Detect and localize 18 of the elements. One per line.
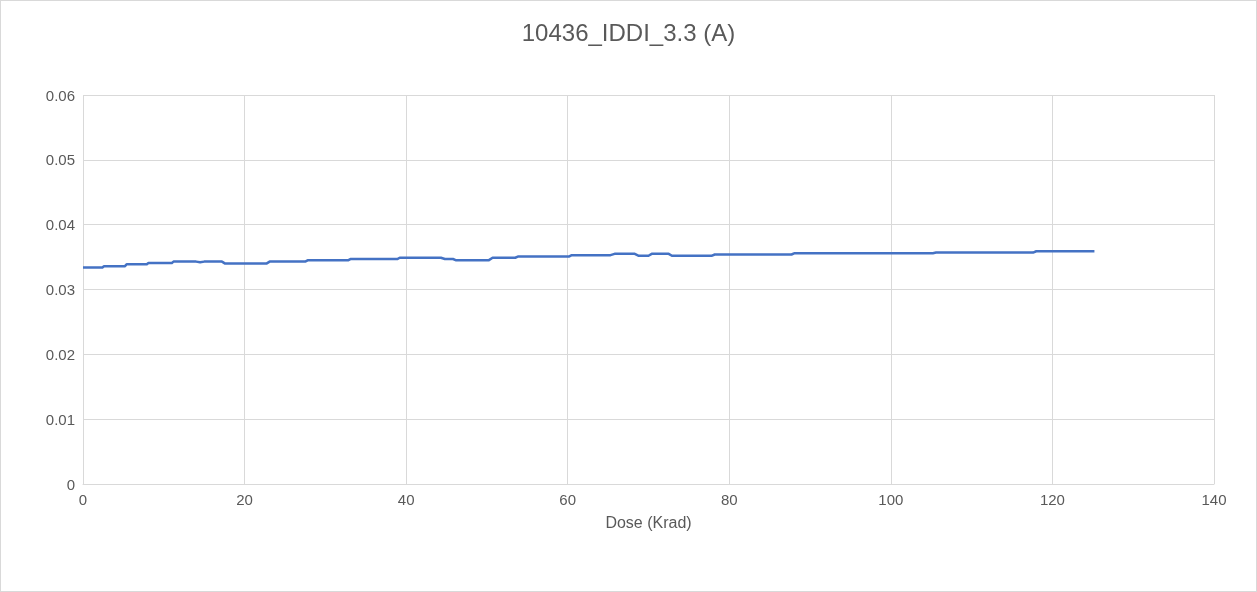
x-tick-label: 60 bbox=[559, 491, 577, 508]
x-tick-label: 40 bbox=[397, 491, 415, 508]
x-tick-label: 20 bbox=[236, 491, 253, 508]
x-tick-label: 100 bbox=[878, 491, 904, 508]
line-series bbox=[81, 250, 1096, 269]
x-tick-label: 0 bbox=[78, 491, 88, 508]
y-tick-label: 0.01 bbox=[45, 410, 75, 428]
x-axis-title: Dose (Krad) bbox=[605, 513, 692, 531]
y-tick-label: 0.06 bbox=[45, 86, 75, 104]
y-tick-label: 0.02 bbox=[45, 345, 75, 363]
x-tick-label: 80 bbox=[720, 491, 738, 508]
y-tick-label: 0.04 bbox=[45, 216, 75, 234]
chart-title: 10436_IDDI_3.3 (A) bbox=[521, 18, 736, 46]
y-tick-label: 0.05 bbox=[45, 151, 75, 169]
x-tick-label: 120 bbox=[1039, 491, 1065, 508]
y-tick-label: 0 bbox=[66, 475, 75, 493]
x-tick-label: 140 bbox=[1201, 491, 1227, 508]
y-tick-label: 0.03 bbox=[45, 281, 75, 298]
